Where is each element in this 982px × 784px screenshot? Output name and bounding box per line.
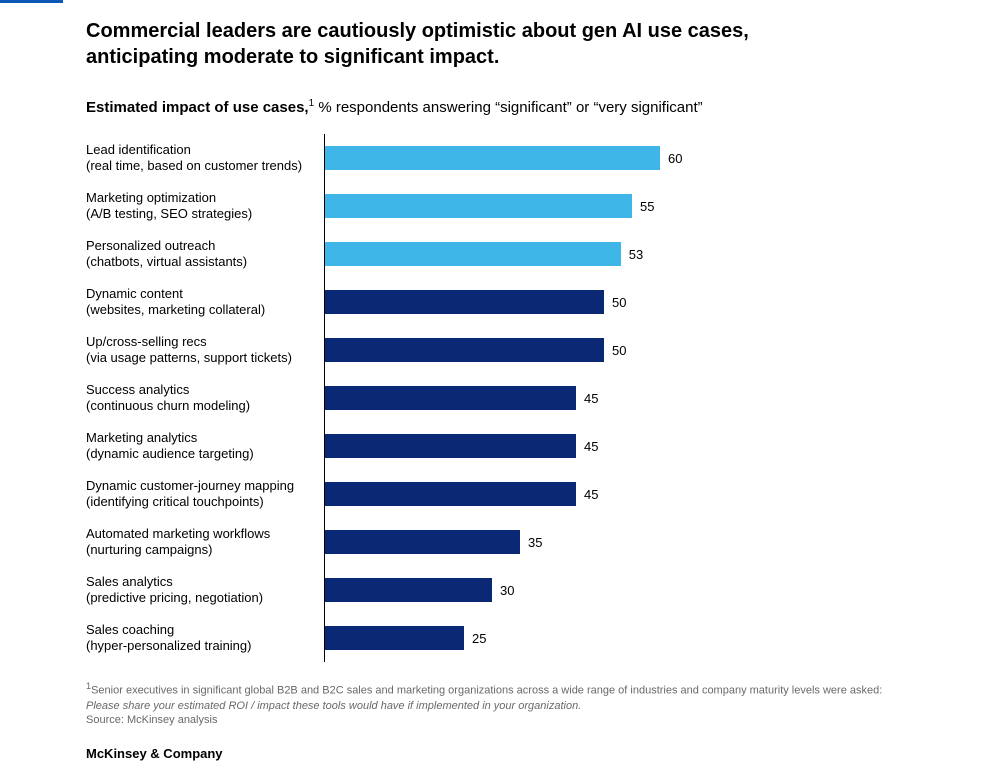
row-label-main: Marketing analytics: [86, 430, 197, 445]
bar-area: 50: [324, 338, 942, 362]
row-label: Up/cross-selling recs(via usage patterns…: [86, 334, 324, 367]
chart-subtitle: Estimated impact of use cases,1 % respon…: [86, 98, 942, 116]
footnote-text: Senior executives in significant global …: [91, 685, 882, 697]
row-label-sub: (hyper-personalized training): [86, 638, 310, 654]
row-label-sub: (nurturing campaigns): [86, 542, 310, 558]
bar-value: 35: [528, 535, 542, 550]
row-label-main: Personalized outreach: [86, 238, 215, 253]
row-label: Automated marketing workflows(nurturing …: [86, 526, 324, 559]
bar-value: 53: [629, 247, 643, 262]
y-axis-line: [324, 134, 325, 662]
chart-row: Up/cross-selling recs(via usage patterns…: [86, 326, 942, 374]
bar: [324, 242, 621, 266]
bar: [324, 194, 632, 218]
row-label-sub: (websites, marketing collateral): [86, 302, 310, 318]
chart-row: Sales analytics(predictive pricing, nego…: [86, 566, 942, 614]
bar-value: 60: [668, 151, 682, 166]
row-label: Dynamic customer-journey mapping(identif…: [86, 478, 324, 511]
row-label-main: Success analytics: [86, 382, 189, 397]
bar: [324, 290, 604, 314]
bar-area: 50: [324, 290, 942, 314]
chart-row: Marketing optimization(A/B testing, SEO …: [86, 182, 942, 230]
chart-row: Personalized outreach(chatbots, virtual …: [86, 230, 942, 278]
chart-row: Success analytics(continuous churn model…: [86, 374, 942, 422]
row-label: Dynamic content(websites, marketing coll…: [86, 286, 324, 319]
row-label: Sales analytics(predictive pricing, nego…: [86, 574, 324, 607]
bar-value: 45: [584, 487, 598, 502]
bar-area: 60: [324, 146, 942, 170]
page-headline: Commercial leaders are cautiously optimi…: [86, 18, 866, 70]
bar: [324, 146, 660, 170]
chart-row: Lead identification(real time, based on …: [86, 134, 942, 182]
row-label: Personalized outreach(chatbots, virtual …: [86, 238, 324, 271]
chart-row: Automated marketing workflows(nurturing …: [86, 518, 942, 566]
bar: [324, 530, 520, 554]
bar-value: 50: [612, 343, 626, 358]
chart-row: Dynamic content(websites, marketing coll…: [86, 278, 942, 326]
top-accent-bar: [0, 0, 63, 3]
row-label-main: Dynamic content: [86, 286, 183, 301]
bar: [324, 386, 576, 410]
bar-area: 45: [324, 386, 942, 410]
bar-area: 25: [324, 626, 942, 650]
bar-value: 50: [612, 295, 626, 310]
bar-area: 45: [324, 482, 942, 506]
row-label-main: Automated marketing workflows: [86, 526, 270, 541]
chart-row: Dynamic customer-journey mapping(identif…: [86, 470, 942, 518]
row-label-main: Dynamic customer-journey mapping: [86, 478, 294, 493]
bar-value: 55: [640, 199, 654, 214]
bar: [324, 578, 492, 602]
brand-attribution: McKinsey & Company: [86, 746, 942, 761]
bar-area: 30: [324, 578, 942, 602]
footnote-source: Source: McKinsey analysis: [86, 714, 217, 726]
row-label-main: Marketing optimization: [86, 190, 216, 205]
row-label-sub: (real time, based on customer trends): [86, 158, 310, 174]
row-label: Sales coaching(hyper-personalized traini…: [86, 622, 324, 655]
chart-page: Commercial leaders are cautiously optimi…: [0, 0, 982, 784]
row-label-sub: (predictive pricing, negotiation): [86, 590, 310, 606]
row-label: Marketing analytics(dynamic audience tar…: [86, 430, 324, 463]
row-label-main: Sales coaching: [86, 622, 174, 637]
bar-value: 45: [584, 439, 598, 454]
row-label-sub: (via usage patterns, support tickets): [86, 350, 310, 366]
bar-area: 35: [324, 530, 942, 554]
row-label-sub: (A/B testing, SEO strategies): [86, 206, 310, 222]
row-label-main: Lead identification: [86, 142, 191, 157]
row-label-sub: (chatbots, virtual assistants): [86, 254, 310, 270]
bar-value: 30: [500, 583, 514, 598]
bar: [324, 338, 604, 362]
row-label: Marketing optimization(A/B testing, SEO …: [86, 190, 324, 223]
chart-row: Marketing analytics(dynamic audience tar…: [86, 422, 942, 470]
row-label-main: Up/cross-selling recs: [86, 334, 207, 349]
impact-bar-chart: Lead identification(real time, based on …: [86, 134, 942, 662]
footnote-question: Please share your estimated ROI / impact…: [86, 700, 581, 712]
bar: [324, 626, 464, 650]
bar: [324, 434, 576, 458]
bar-area: 45: [324, 434, 942, 458]
row-label: Lead identification(real time, based on …: [86, 142, 324, 175]
subtitle-bold: Estimated impact of use cases,: [86, 99, 309, 116]
subtitle-rest: % respondents answering “significant” or…: [314, 99, 703, 116]
bar-value: 25: [472, 631, 486, 646]
bar-area: 55: [324, 194, 942, 218]
row-label-sub: (identifying critical touchpoints): [86, 494, 310, 510]
row-label-sub: (continuous churn modeling): [86, 398, 310, 414]
bar: [324, 482, 576, 506]
row-label: Success analytics(continuous churn model…: [86, 382, 324, 415]
row-label-sub: (dynamic audience targeting): [86, 446, 310, 462]
chart-row: Sales coaching(hyper-personalized traini…: [86, 614, 942, 662]
bar-value: 45: [584, 391, 598, 406]
bar-area: 53: [324, 242, 942, 266]
row-label-main: Sales analytics: [86, 574, 173, 589]
chart-footnote: 1Senior executives in significant global…: [86, 680, 916, 728]
